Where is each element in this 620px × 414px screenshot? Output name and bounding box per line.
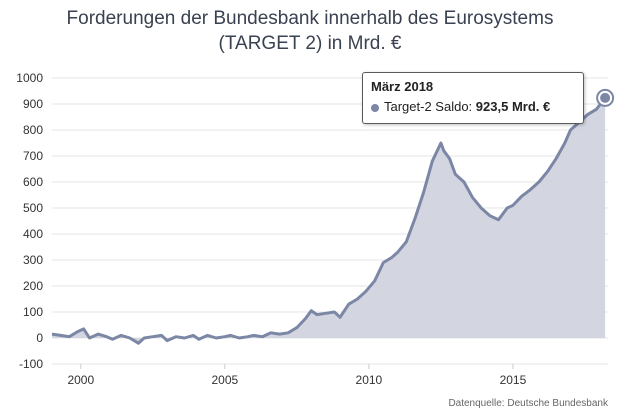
- highlight-point: [600, 92, 611, 103]
- data-source: Datenquelle: Deutsche Bundesbank: [448, 398, 608, 409]
- x-tick-label-3: 2015: [500, 373, 527, 387]
- y-tick-label-10: 900: [23, 97, 43, 111]
- y-tick-label-3: 200: [23, 279, 43, 293]
- x-tick-label-1: 2005: [211, 373, 238, 387]
- y-axis: -100 0 100 200 300 400 500 600 700 800 900 1000: [16, 71, 43, 371]
- y-tick-label-1: 0: [36, 331, 43, 345]
- tooltip-value: 923,5 Mrd. €: [475, 99, 551, 114]
- chart-title-line-2: (TARGET 2) in Mrd. €: [218, 33, 402, 54]
- x-tick-label-2: 2010: [356, 373, 383, 387]
- y-tick-label-5: 400: [23, 227, 43, 241]
- x-axis: 2000 2005 2010 2015: [67, 364, 527, 387]
- tooltip-date: März 2018: [371, 79, 434, 94]
- y-tick-label-9: 800: [23, 123, 43, 137]
- series-dot-icon: [371, 103, 379, 112]
- y-tick-label-8: 700: [23, 149, 43, 163]
- plot-area[interactable]: [51, 88, 615, 345]
- series-area: [52, 97, 606, 344]
- tooltip-row: Target-2 Saldo: 923,5 Mrd. €: [371, 99, 575, 114]
- data-tooltip: März 2018 Target-2 Saldo: 923,5 Mrd. €: [362, 72, 584, 124]
- y-tick-label-0: -100: [19, 357, 43, 371]
- y-tick-label-7: 600: [23, 175, 43, 189]
- chart-title-line-1: Forderungen der Bundesbank innerhalb des…: [66, 8, 554, 29]
- y-tick-label-6: 500: [23, 201, 43, 215]
- y-tick-label-11: 1000: [16, 71, 43, 85]
- tooltip-series-label: Target-2 Saldo:: [384, 99, 473, 114]
- chart-title: Forderungen der Bundesbank innerhalb des…: [0, 6, 620, 56]
- series-line: [51, 96, 607, 345]
- y-tick-label-4: 300: [23, 253, 43, 267]
- y-tick-label-2: 100: [23, 305, 43, 319]
- x-tick-label-0: 2000: [67, 373, 94, 387]
